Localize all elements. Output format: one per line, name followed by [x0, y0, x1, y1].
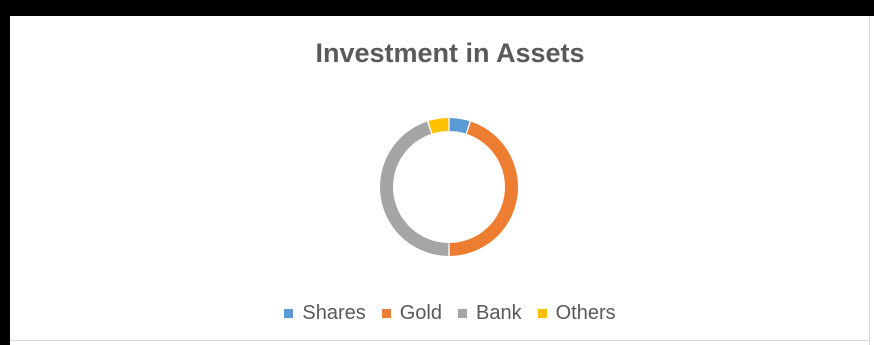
legend-item-others: Others [537, 302, 616, 325]
slice-gold [449, 121, 518, 256]
legend-swatch-bank [458, 309, 467, 318]
legend-swatch-shares [284, 309, 294, 318]
chart-title: Investment in Assets [315, 38, 585, 68]
chart-title-wrap: Investment in Assets [0, 38, 874, 69]
legend-item-bank: Bank [458, 302, 522, 325]
legend-swatch-others [537, 309, 547, 318]
slice-shares [449, 118, 470, 134]
slice-bank [379, 121, 449, 256]
bottom-edge [10, 340, 870, 341]
top-border [0, 0, 874, 16]
legend-label-gold: Gold [399, 302, 442, 324]
slice-others [428, 118, 449, 134]
legend-swatch-gold [381, 309, 391, 318]
right-edge [869, 16, 870, 345]
legend-label-others: Others [555, 302, 616, 324]
legend-item-shares: Shares [284, 302, 366, 325]
legend-label-bank: Bank [476, 302, 522, 324]
left-border [0, 0, 10, 345]
legend-item-gold: Gold [381, 302, 442, 325]
legend-label-shares: Shares [302, 302, 366, 324]
chart-legend: Shares Gold Bank Others [0, 302, 874, 325]
